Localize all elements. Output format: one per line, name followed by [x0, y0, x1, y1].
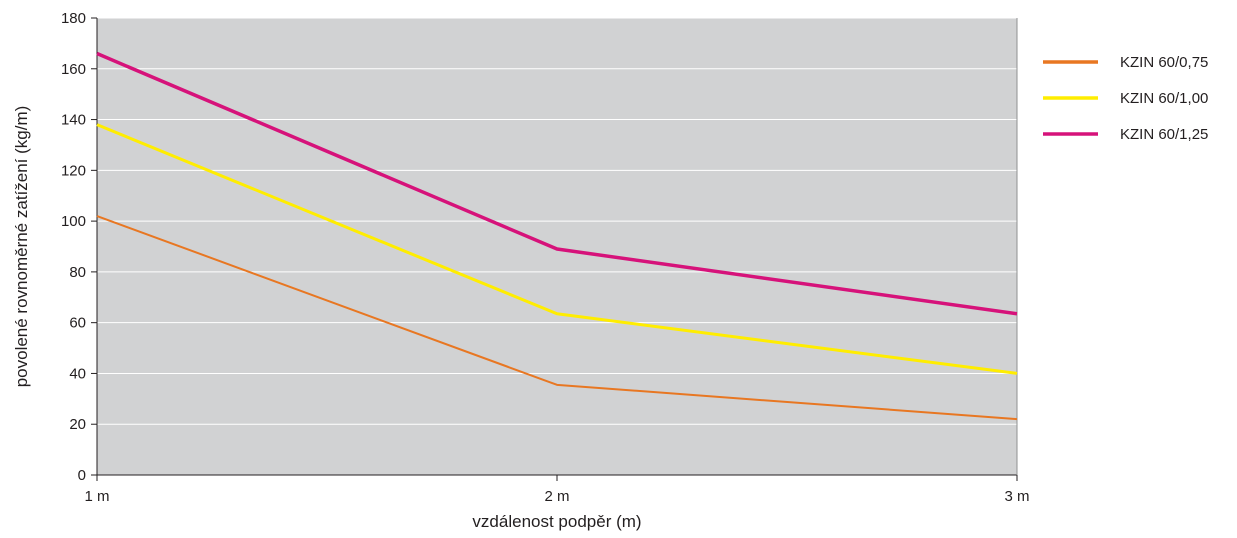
legend: KZIN 60/0,75 KZIN 60/1,00 KZIN 60/1,25: [1043, 54, 1208, 143]
axes: 0 20 40 60 80 100 120 140 160 180 1 m 2 m 3 m: [61, 10, 1030, 505]
y-axis-title: povolené rovnoměrné zatížení (kg/m): [12, 106, 31, 388]
legend-label: KZIN 60/1,00: [1120, 90, 1208, 107]
y-tick-label: 40: [69, 365, 86, 382]
x-tick-label: 1 m: [84, 488, 109, 505]
y-tick-label: 80: [69, 264, 86, 281]
legend-label: KZIN 60/0,75: [1120, 54, 1208, 71]
x-tick-label: 3 m: [1004, 488, 1029, 505]
y-tick-label: 160: [61, 61, 86, 78]
y-tick-label: 140: [61, 112, 86, 129]
y-tick-label: 60: [69, 315, 86, 332]
y-tick-label: 20: [69, 416, 86, 433]
legend-label: KZIN 60/1,25: [1120, 126, 1208, 143]
x-tick-label: 2 m: [544, 488, 569, 505]
plot-area: [97, 18, 1017, 475]
y-tick-label: 180: [61, 10, 86, 27]
y-tick-label: 100: [61, 213, 86, 230]
series-lines: [96, 51, 1018, 421]
y-tick-label: 120: [61, 162, 86, 179]
y-tick-label: 0: [78, 467, 86, 484]
x-axis-title: vzdálenost podpěr (m): [472, 512, 641, 531]
